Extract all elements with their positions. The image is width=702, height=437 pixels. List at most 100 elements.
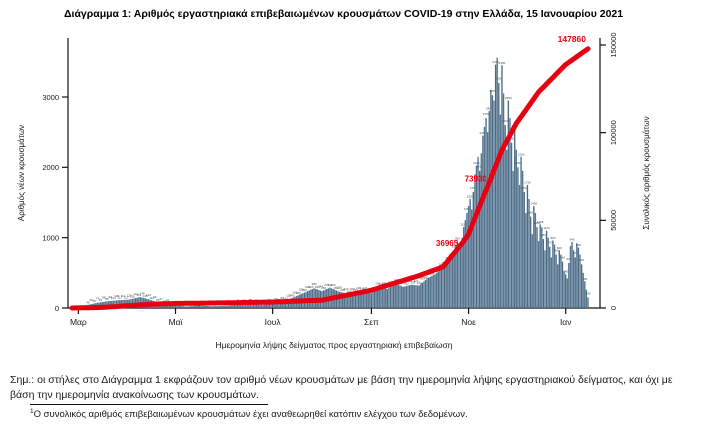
- daily-cases-bar: [248, 304, 250, 308]
- x-tick-label: Ιαν: [560, 317, 572, 327]
- bar-value-label: 820: [557, 246, 562, 250]
- daily-cases-bar: [504, 125, 506, 308]
- daily-cases-bar: [496, 57, 498, 308]
- daily-cases-bar: [569, 246, 572, 308]
- daily-cases-bar: [273, 303, 275, 308]
- daily-cases-bar: [238, 304, 240, 308]
- daily-cases-bar: [214, 306, 216, 308]
- daily-cases-bar: [198, 305, 201, 308]
- daily-cases-bar: [413, 285, 416, 308]
- daily-cases-bar: [372, 291, 374, 308]
- daily-cases-bar: [584, 281, 586, 308]
- daily-cases-bar: [233, 305, 236, 308]
- bar-value-label: 1550: [467, 194, 474, 198]
- note-text: Σημ.: οι στήλες στο Διάγραμμα 1 εκφράζου…: [10, 374, 673, 402]
- bar-value-label: 1188: [537, 220, 544, 224]
- daily-cases-bar: [393, 284, 395, 308]
- bar-value-label: 1450: [531, 202, 538, 206]
- bar-value-label: 1650: [521, 186, 528, 190]
- daily-cases-bar: [399, 285, 401, 308]
- daily-cases-bar: [490, 89, 492, 308]
- bar-value-label: 760: [554, 248, 559, 252]
- bar-value-label: 1950: [476, 165, 483, 169]
- daily-cases-bar: [232, 305, 234, 308]
- daily-cases-bar: [203, 305, 205, 308]
- daily-cases-bar: [173, 305, 175, 308]
- daily-cases-bar: [270, 303, 272, 308]
- daily-cases-bar: [421, 282, 424, 308]
- bar-value-label: 1100: [543, 226, 550, 230]
- bar-value-label: 141: [133, 292, 138, 296]
- bar-value-label: 220: [302, 288, 307, 292]
- bar-value-label: 2025: [473, 161, 480, 165]
- daily-cases-bar: [216, 306, 218, 308]
- bar-value-label: 100: [283, 296, 288, 300]
- bar-value-label: 120: [286, 293, 291, 297]
- daily-cases-bar: [565, 274, 567, 308]
- bar-value-label: 136: [143, 294, 148, 298]
- bar-value-label: 250: [334, 286, 339, 290]
- daily-cases-bar: [249, 304, 252, 308]
- bar-value-label: 240: [305, 285, 310, 289]
- daily-cases-bar: [286, 300, 288, 308]
- daily-cases-bar: [211, 306, 213, 308]
- bar-value-label: 400: [423, 275, 428, 279]
- daily-cases-bar: [424, 279, 427, 308]
- daily-cases-bar: [491, 95, 494, 309]
- daily-cases-bar: [367, 292, 369, 308]
- bar-value-label: 870: [547, 241, 552, 245]
- daily-cases-bar: [555, 254, 557, 308]
- chart-title: Διάγραμμα 1: Αριθμός εργαστηριακά επιβεβ…: [64, 8, 624, 20]
- right-tick-label: 150000: [609, 32, 618, 57]
- daily-cases-bar: [190, 306, 193, 308]
- daily-cases-bar: [459, 248, 462, 308]
- daily-cases-bar: [437, 271, 439, 308]
- daily-cases-bar: [464, 220, 467, 308]
- bar-value-label: 226: [356, 286, 361, 290]
- bar-value-label: 720: [573, 251, 578, 255]
- daily-cases-bar: [442, 267, 444, 308]
- bar-value-label: 270: [324, 283, 329, 287]
- daily-cases-bar: [206, 305, 209, 308]
- daily-cases-bar: [284, 300, 287, 308]
- daily-cases-bar: [434, 274, 436, 308]
- daily-cases-bar: [343, 292, 345, 308]
- bar-value-label: 960: [550, 236, 555, 240]
- daily-cases-bar: [195, 305, 197, 308]
- daily-cases-bar: [200, 305, 202, 308]
- bar-value-label: 264: [315, 285, 320, 289]
- bar-value-label: 312: [404, 282, 409, 286]
- daily-cases-bar: [337, 291, 339, 308]
- daily-cases-bar: [221, 305, 223, 308]
- daily-cases-bar: [251, 304, 253, 308]
- daily-cases-bar: [402, 286, 404, 308]
- daily-cases-bar: [275, 303, 277, 308]
- bar-value-label: 260: [308, 285, 313, 289]
- bar-value-label: 88: [102, 296, 106, 300]
- daily-cases-bar: [260, 304, 263, 308]
- footnote-text: 1Ο συνολικός αριθμός επιβεβαιωμένων κρου…: [30, 408, 690, 420]
- bar-value-label: 110: [149, 296, 154, 300]
- daily-cases-bar: [182, 306, 185, 308]
- bar-value-label: 114: [121, 294, 126, 298]
- daily-cases-bar: [515, 149, 517, 308]
- bar-value-label: 150: [585, 291, 590, 295]
- daily-cases-bar: [377, 287, 379, 308]
- bar-value-label: 140: [289, 294, 294, 298]
- bar-value-label: 270: [331, 283, 336, 287]
- bar-value-label: 3460: [492, 60, 499, 64]
- bar-value-label: 86: [281, 296, 285, 300]
- bar-value-label: 328: [410, 280, 415, 284]
- daily-cases-bar: [443, 265, 446, 308]
- bar-value-label: 104: [111, 296, 116, 300]
- daily-cases-bar: [549, 246, 551, 308]
- daily-cases-bar: [209, 306, 212, 308]
- daily-cases-bar: [469, 198, 471, 308]
- daily-cases-bar: [544, 250, 546, 308]
- bar-value-label: 151: [136, 293, 141, 297]
- daily-cases-bar: [259, 304, 261, 308]
- daily-cases-bar: [373, 290, 376, 308]
- daily-cases-bar: [416, 285, 419, 308]
- bar-value-label: 221: [363, 286, 368, 290]
